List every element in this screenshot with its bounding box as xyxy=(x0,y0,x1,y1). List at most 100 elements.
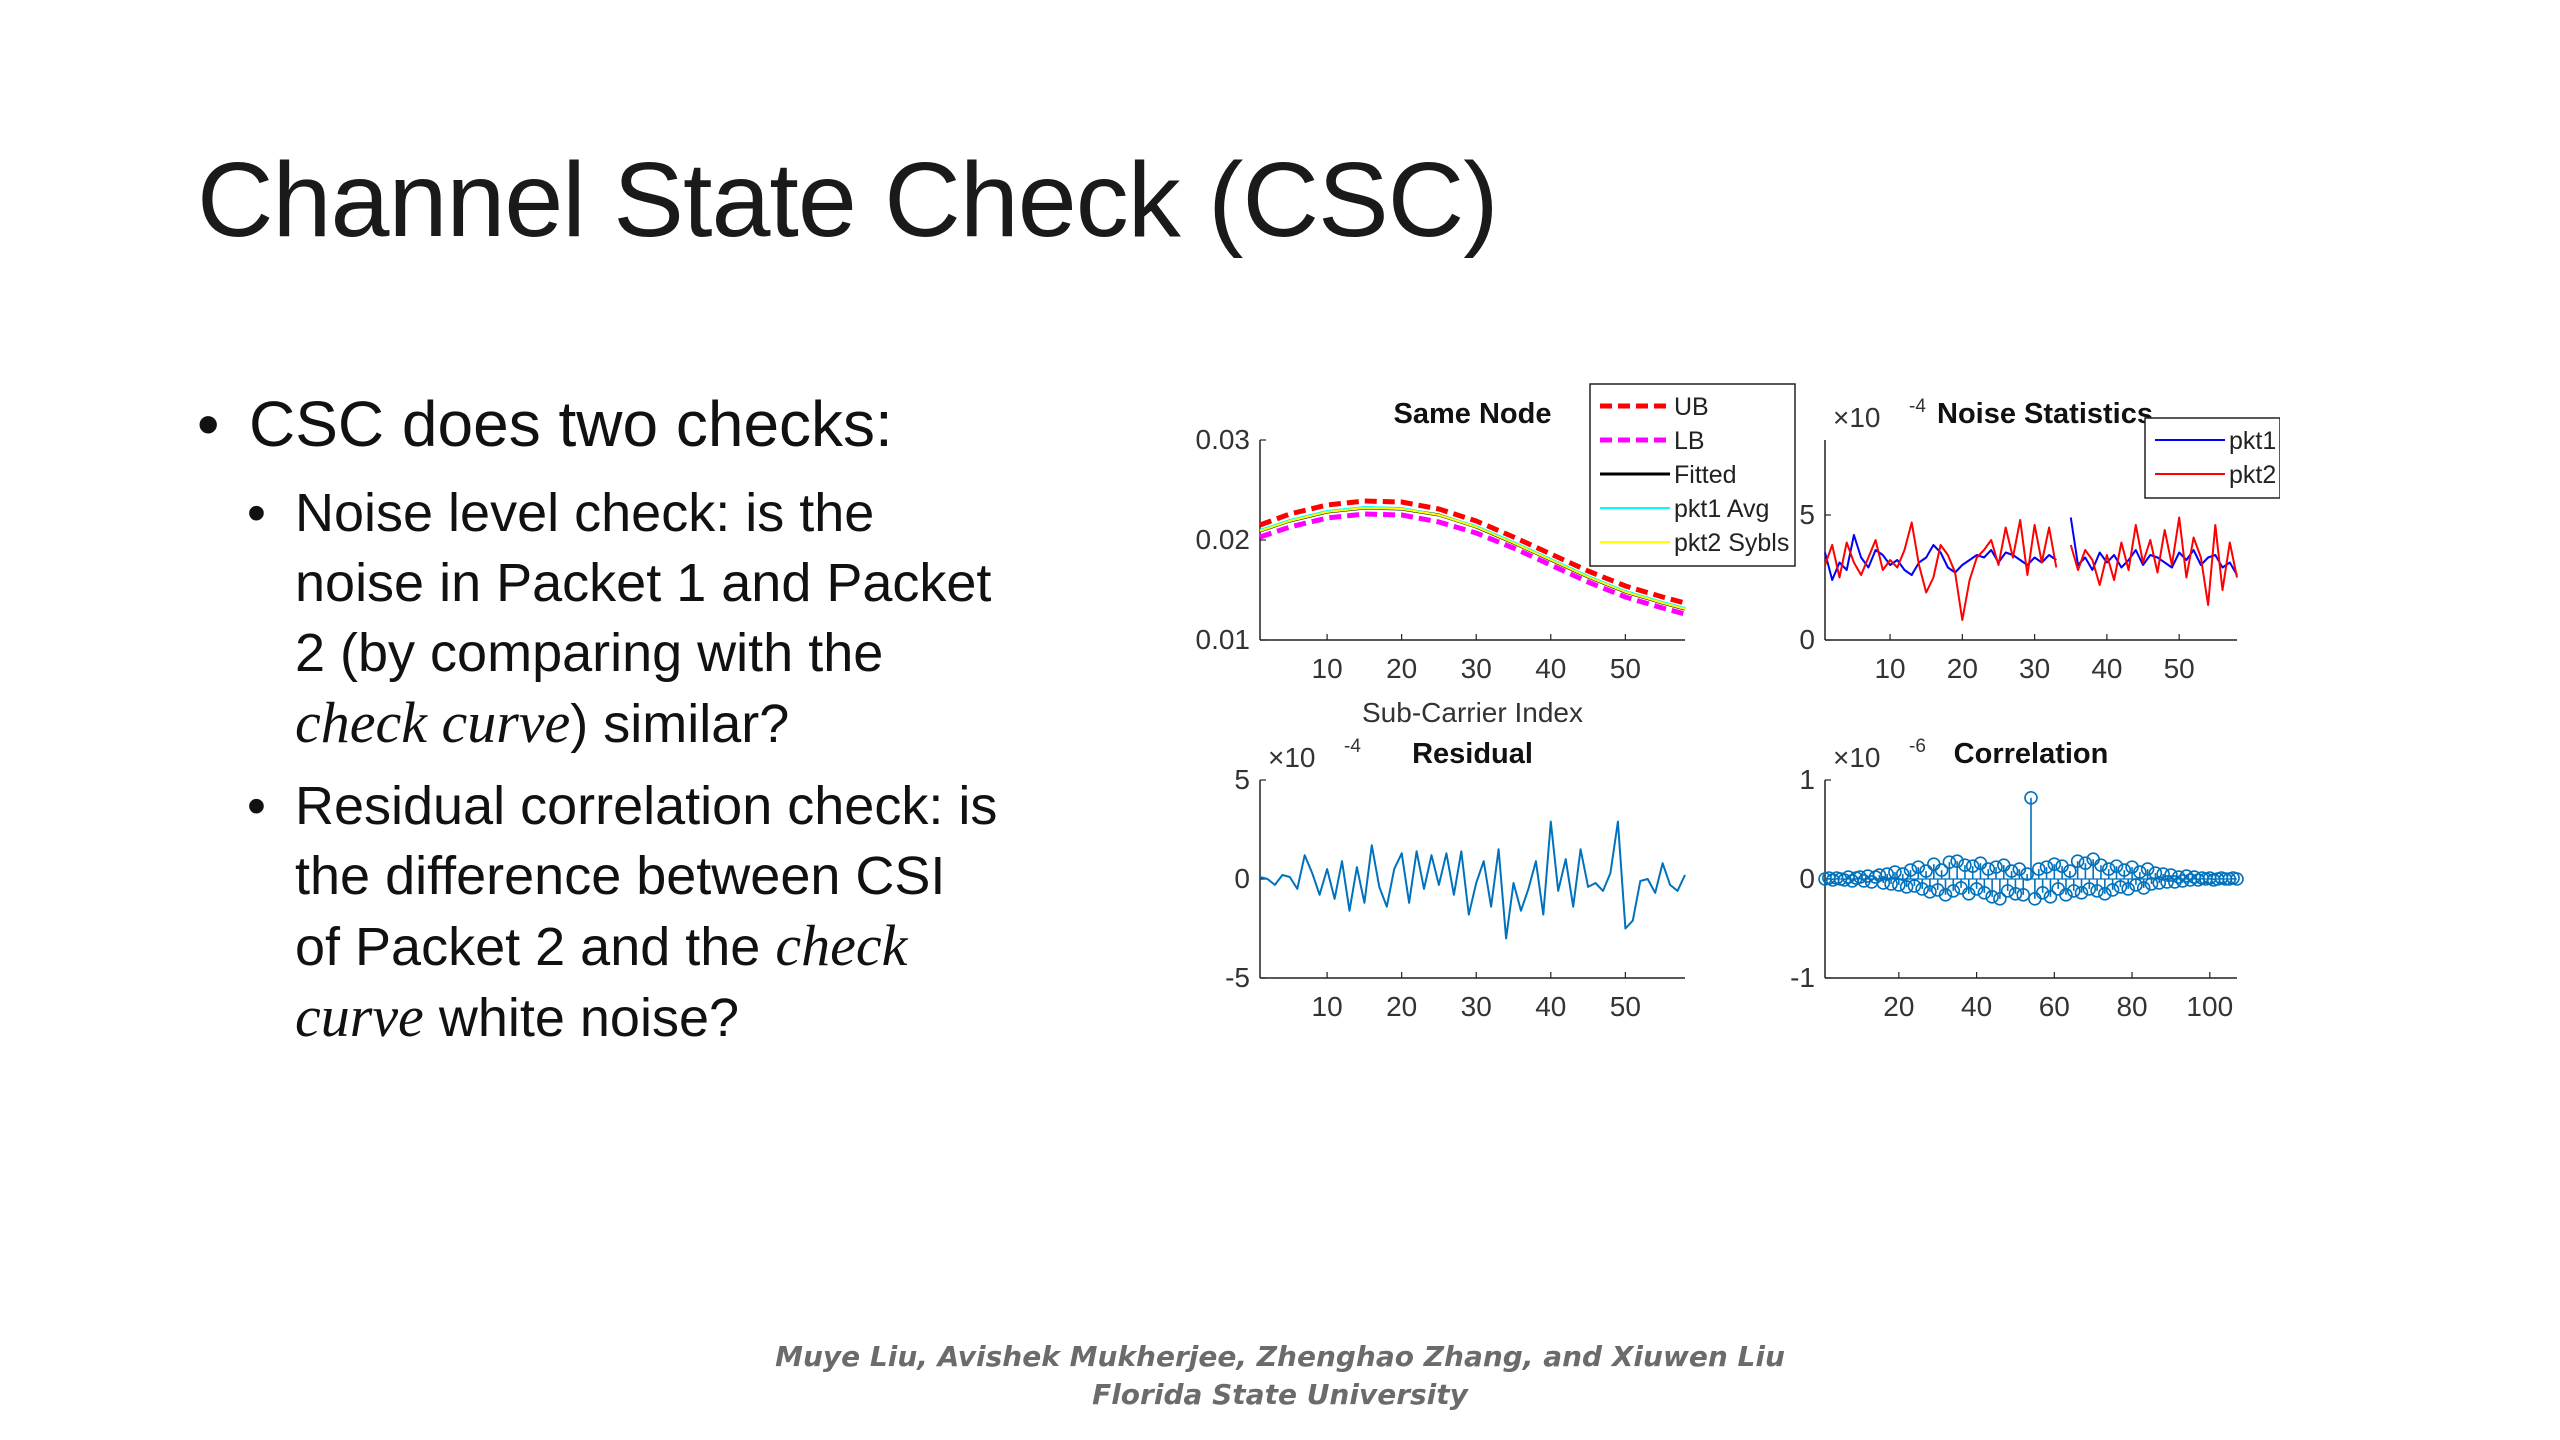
correlation-stem-marker xyxy=(2008,887,2023,901)
correlation-stem-marker xyxy=(2074,886,2089,900)
same-node-y-tick-label: 0.02 xyxy=(1196,524,1251,555)
correlation-title: Correlation xyxy=(1954,738,2109,770)
correlation-stem-marker xyxy=(1888,865,1902,879)
residual-check-italic-a: check xyxy=(775,913,908,978)
correlation-stem-marker xyxy=(2105,883,2120,897)
noise-check-line2: noise in Packet 1 and Packet xyxy=(295,553,992,613)
correlation-stem-marker xyxy=(2109,859,2124,873)
residual-check-line3: of Packet 2 and the xyxy=(295,917,776,977)
correlation-x-tick-label: 80 xyxy=(2116,991,2147,1022)
residual-exponent: -4 xyxy=(1344,736,1361,757)
same-node-legend-label: pkt1 Avg xyxy=(1674,495,1769,523)
correlation-stem-marker xyxy=(2160,875,2174,889)
correlation-stem-marker xyxy=(1938,888,1953,902)
same-node-x-tick-label: 40 xyxy=(1535,653,1566,684)
same-node-legend-label: LB xyxy=(1674,427,1705,455)
correlation-stem-marker xyxy=(1903,863,1918,877)
correlation-stem-marker xyxy=(2043,890,2058,904)
noise-stats-y-tick-label: 5 xyxy=(1799,499,1815,530)
correlation-stem-marker xyxy=(2136,881,2151,895)
bullet-list: CSC does two checks: Noise level check: … xyxy=(197,380,1137,1065)
correlation-stem-marker xyxy=(1950,854,1964,868)
correlation-stem-marker xyxy=(1923,885,1937,899)
sub-bullet-noise-check: Noise level check: is the noise in Packe… xyxy=(197,478,1137,759)
residual-check-line4: white noise? xyxy=(423,988,740,1048)
correlation-stem-marker xyxy=(2039,860,2054,874)
noise-stats-exponent-label: ×10 xyxy=(1833,402,1881,433)
residual-x-tick-label: 20 xyxy=(1386,991,1417,1022)
correlation-stem-marker xyxy=(1895,867,1910,881)
noise-stats-y-tick-label: 0 xyxy=(1799,624,1815,655)
residual-x-tick-label: 50 xyxy=(1610,991,1641,1022)
correlation-stem-marker xyxy=(1872,868,1887,882)
residual-y-tick-label: 0 xyxy=(1234,863,1250,894)
correlation-stem-marker xyxy=(1965,859,1980,873)
correlation-y-tick-label: 1 xyxy=(1799,764,1815,795)
correlation-stem-marker xyxy=(2164,868,2178,882)
same-node-x-label: Sub-Carrier Index xyxy=(1362,697,1583,728)
correlation-stem-marker xyxy=(1919,864,1933,878)
same-node-x-tick-label: 50 xyxy=(1610,653,1641,684)
residual-check-line1: Residual correlation check: is xyxy=(295,776,998,836)
residual-y-tick-label: 5 xyxy=(1234,764,1250,795)
correlation-stem-marker xyxy=(2078,856,2093,870)
footer-authors: Muye Liu, Avishek Mukherjee, Zhenghao Zh… xyxy=(775,1340,1785,1373)
bullet-main: CSC does two checks: xyxy=(197,380,1137,468)
residual-y-tick-label: -5 xyxy=(1225,962,1250,993)
correlation-stem-marker xyxy=(2156,867,2170,881)
correlation-stem-marker xyxy=(2101,862,2116,876)
correlation-stem-marker xyxy=(2152,876,2167,890)
correlation-stem-marker xyxy=(2133,865,2147,879)
correlation-exponent-label: ×10 xyxy=(1833,742,1881,773)
correlation-stem-marker xyxy=(1942,855,1957,869)
same-node-series-lb xyxy=(1259,511,1686,617)
correlation-stem-marker xyxy=(1985,890,1999,904)
same-node-title: Same Node xyxy=(1394,398,1552,430)
noise-stats-legend-label: pkt1 xyxy=(2229,427,2276,455)
noise-stats-exponent: -4 xyxy=(1909,396,1926,417)
correlation-stem-marker xyxy=(1911,860,1926,874)
correlation-stem-marker xyxy=(1958,858,1972,872)
correlation-stem-marker xyxy=(2066,884,2081,898)
correlation-stem-marker xyxy=(1915,882,1929,896)
correlation-stem-marker xyxy=(1989,860,2003,874)
noise-stats-legend xyxy=(2144,417,2280,499)
noise-check-line1: Noise level check: is the xyxy=(295,483,875,543)
residual-series-line xyxy=(1259,820,1686,940)
noise-stats-series-pkt2 xyxy=(1824,516,2238,621)
same-node-x-tick-label: 10 xyxy=(1312,653,1343,684)
residual-check-line2: the difference between CSI xyxy=(295,846,946,906)
correlation-x-tick-label: 60 xyxy=(2039,991,2070,1022)
noise-check-line3: 2 (by comparing with the xyxy=(295,623,884,683)
correlation-stem-marker xyxy=(1907,879,1922,893)
correlation-stem-marker xyxy=(2000,884,2015,898)
noise-check-italic-term: check curve xyxy=(295,690,571,755)
correlation-stem-marker xyxy=(2059,888,2073,902)
correlation-stem-marker xyxy=(2031,862,2046,876)
correlation-stem-marker xyxy=(2179,869,2194,883)
correlation-stem-marker xyxy=(2047,857,2062,871)
correlation-stem-marker xyxy=(1884,877,1898,891)
residual-check-italic-b: curve xyxy=(295,984,424,1049)
noise-stats-x-tick-label: 20 xyxy=(1947,653,1978,684)
correlation-stem-marker xyxy=(1853,870,1867,884)
noise-stats-title: Noise Statistics xyxy=(1937,398,2153,430)
noise-check-line4: ) similar? xyxy=(570,694,790,754)
slide-title: Channel State Check (CSC) xyxy=(197,141,1499,259)
correlation-y-tick-label: 0 xyxy=(1799,863,1815,894)
correlation-stem-marker xyxy=(2117,863,2132,877)
residual-x-tick-label: 10 xyxy=(1312,991,1343,1022)
bullet-main-text: CSC does two checks: xyxy=(249,388,893,460)
correlation-stem-marker xyxy=(1981,862,1996,876)
correlation-stem-marker xyxy=(2063,864,2077,878)
correlation-stem-marker xyxy=(2090,884,2104,898)
correlation-stem-marker xyxy=(1934,863,1949,877)
residual-title: Residual xyxy=(1412,738,1533,770)
correlation-stem-marker xyxy=(2230,872,2244,886)
sub-bullet-residual-check: Residual correlation check: is the diffe… xyxy=(197,771,1137,1053)
residual-exponent-label: ×10 xyxy=(1268,742,1316,773)
same-node-legend-label: UB xyxy=(1674,393,1709,421)
correlation-stem-marker xyxy=(2016,888,2031,902)
same-node-series-ub xyxy=(1259,498,1686,606)
